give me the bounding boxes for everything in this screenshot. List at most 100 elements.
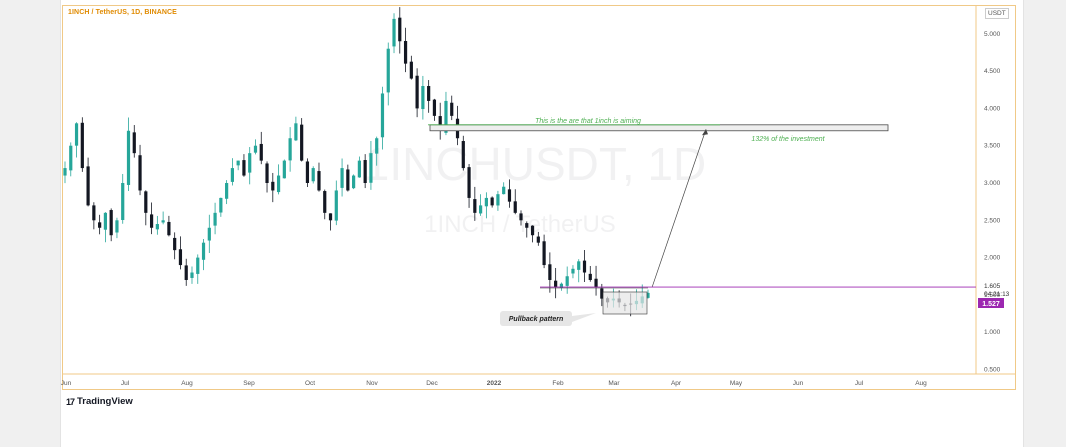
chart-frame [60, 0, 1024, 447]
target-annotation: This is the are that 1inch is aiming [535, 118, 641, 125]
x-tick-label: Aug [181, 380, 193, 387]
candle-body [92, 205, 96, 221]
candle-body [444, 100, 448, 133]
candle-body [323, 191, 327, 213]
x-tick-label: Jun [61, 380, 72, 387]
x-tick-label: Mar [608, 380, 620, 387]
candle-body [519, 213, 523, 221]
candle-body [363, 160, 367, 183]
target-zone-box [429, 124, 889, 132]
candle-body [201, 242, 206, 260]
candle-body [600, 288, 604, 299]
candle-body [167, 221, 171, 236]
candle-body [375, 138, 379, 154]
candle-body [369, 153, 373, 183]
chart-plot-area[interactable] [62, 5, 1016, 390]
candle-body [588, 273, 592, 280]
candle-body [155, 224, 159, 230]
pullback-label-pointer [572, 313, 596, 322]
x-tick-label: Dec [426, 380, 438, 387]
candle-body [467, 167, 471, 198]
candle-body [409, 61, 413, 79]
candle-body [178, 249, 183, 266]
candle-body [548, 264, 552, 280]
candle-body [479, 205, 483, 214]
watermark-symbol: 1INCHUSDT, 1D [364, 138, 707, 190]
candle-body [86, 166, 90, 206]
y-tick-label: 1.500 [984, 292, 1001, 299]
candle-body [259, 143, 263, 161]
candle-body [300, 124, 304, 161]
candle-body [461, 141, 465, 169]
candle-body [380, 93, 385, 138]
candle-body [438, 116, 442, 131]
tradingview-brand: TradingView [77, 396, 133, 407]
candle-body [502, 186, 506, 195]
candle-body [184, 265, 188, 280]
projection-arrow-head [702, 129, 708, 136]
candle-body [271, 181, 275, 191]
y-tick-label: 5.000 [984, 31, 1001, 38]
candle-body [144, 191, 148, 213]
candle-body [577, 261, 581, 270]
candle-body [496, 194, 500, 206]
candle-body [340, 168, 344, 188]
x-tick-label: Jun [793, 380, 804, 387]
projection-arrow-line [651, 129, 707, 288]
candle-body [305, 161, 310, 183]
candle-body [357, 160, 361, 178]
x-tick-label: Nov [366, 380, 378, 387]
y-tick-label: 0.500 [984, 367, 1001, 374]
candle-body [253, 145, 258, 153]
y-tick-label: 2.000 [984, 255, 1001, 262]
last-price-label: 1.527 [982, 301, 1000, 308]
candle-body [98, 222, 102, 228]
candle-body [311, 168, 315, 182]
candle-body [346, 169, 350, 191]
x-tick-label: May [730, 380, 743, 387]
currency-selector[interactable]: USDT [985, 8, 1009, 19]
candle-body [565, 276, 569, 286]
candle-body [554, 280, 558, 288]
candle-body [69, 145, 73, 171]
candle-body [173, 237, 177, 251]
candle-body [109, 210, 113, 236]
candle-body [132, 132, 136, 154]
candle-body [276, 175, 281, 193]
investment-annotation: 132% of the investment [751, 136, 825, 143]
candle-body [415, 75, 419, 109]
candle-body [513, 201, 517, 213]
candle-body [63, 168, 67, 176]
candle-body [207, 227, 211, 241]
pullback-box [602, 291, 648, 315]
x-tick-label: Aug [915, 380, 927, 387]
candle-body [398, 17, 402, 42]
y-tick-label: 3.000 [984, 180, 1001, 187]
candle-body [328, 213, 333, 221]
candle-body [571, 268, 575, 274]
candle-body [450, 102, 454, 116]
current-price-label: 1.605 [984, 283, 1001, 290]
candle-body [121, 183, 125, 220]
candle-body [74, 123, 79, 146]
candle-body [225, 183, 229, 199]
tradingview-logo[interactable]: 17 TradingView [66, 396, 133, 407]
x-tick-label: Sep [243, 380, 255, 387]
x-tick-label: Feb [552, 380, 564, 387]
candle-body [213, 212, 217, 226]
candle-body [149, 214, 154, 228]
y-tick-label: 4.500 [984, 68, 1001, 75]
candle-body [542, 241, 546, 266]
candle-body [230, 168, 234, 182]
candle-body [646, 292, 650, 298]
candle-body [242, 160, 246, 176]
candle-body [126, 130, 131, 185]
candle-body [559, 283, 564, 288]
y-tick-label: 2.500 [984, 217, 1001, 224]
candle-body [236, 160, 240, 166]
candle-body [432, 99, 437, 116]
candle-body [288, 138, 292, 161]
candle-body [282, 160, 286, 179]
candle-body [80, 122, 84, 169]
